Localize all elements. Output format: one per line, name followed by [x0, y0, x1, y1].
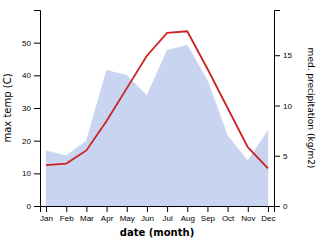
precip-area [46, 45, 268, 206]
tick-label: 30 [22, 104, 31, 113]
tick-label: Jun [141, 214, 154, 223]
tick-mark [274, 156, 280, 157]
tick: Mar [80, 206, 94, 223]
tick: May [120, 206, 135, 223]
axis-line [41, 207, 275, 213]
tick: Jul [162, 206, 172, 223]
tick-label: Apr [101, 214, 114, 223]
tick-mark [107, 206, 108, 212]
tick-mark [127, 206, 128, 212]
tick: Apr [101, 206, 114, 223]
tick-label: 50 [22, 39, 31, 48]
tick: 15 [274, 51, 292, 60]
tick-label: 10 [22, 169, 31, 178]
tick-mark [66, 206, 67, 212]
tick-label: Feb [60, 214, 74, 223]
y2-axis-title: med. precipitation (kg/m2) [306, 48, 316, 169]
y2-axis: 0 5 10 15 [274, 11, 292, 212]
tick-label: 20 [22, 137, 31, 146]
tick: 0 [274, 202, 288, 211]
tick-label: 0 [283, 202, 288, 211]
tick: Feb [60, 206, 74, 223]
temp-line [46, 31, 268, 168]
tick-mark [207, 206, 208, 212]
tick-label: Nov [241, 214, 255, 223]
marks [46, 31, 268, 206]
tick-mark [34, 141, 40, 142]
tick-mark [34, 173, 40, 174]
tick-label: 0 [27, 202, 32, 211]
tick-label: 15 [283, 51, 292, 60]
tick-mark [147, 206, 148, 212]
tick-label: Mar [80, 214, 94, 223]
y-axis: 0 10 20 30 40 50 [22, 11, 40, 212]
tick: Nov [241, 206, 255, 223]
tick: 10 [22, 169, 40, 178]
tick: Oct [222, 206, 235, 223]
tick: Jan [40, 206, 53, 223]
tick: 20 [22, 137, 40, 146]
tick: 5 [274, 152, 288, 161]
chart: Jan Feb Mar Apr May Jun Jul Aug Sep Oct Nov Dec 0 10 2… [0, 0, 318, 242]
tick-mark [86, 206, 87, 212]
y-axis-title: max temp (C) [2, 73, 13, 142]
tick: 40 [22, 71, 40, 80]
tick-label: Aug [181, 214, 195, 223]
tick-mark [167, 206, 168, 212]
tick-label: 40 [22, 71, 31, 80]
tick-mark [187, 206, 188, 212]
tick-mark [34, 43, 40, 44]
tick-mark [274, 105, 280, 106]
tick: Dec [261, 206, 275, 223]
tick-label: 5 [283, 152, 288, 161]
tick-mark [248, 206, 249, 212]
tick-label: May [120, 214, 135, 223]
tick: Sep [201, 206, 216, 223]
tick-mark [268, 206, 269, 212]
tick-label: 10 [283, 102, 292, 111]
chart-container: Jan Feb Mar Apr May Jun Jul Aug Sep Oct Nov Dec 0 10 2… [0, 0, 318, 242]
tick-mark [228, 206, 229, 212]
tick-mark [274, 206, 280, 207]
tick: 0 [27, 202, 40, 211]
tick: 30 [22, 104, 40, 113]
plot-area: Jan Feb Mar Apr May Jun Jul Aug Sep Oct Nov Dec 0 10 2… [22, 11, 292, 223]
tick-mark [34, 75, 40, 76]
tick-mark [274, 55, 280, 56]
tick-mark [34, 108, 40, 109]
tick-label: Jul [162, 214, 172, 223]
tick: 10 [274, 102, 292, 111]
tick-label: Dec [261, 214, 275, 223]
axis-line [275, 11, 281, 207]
tick-label: Oct [222, 214, 235, 223]
tick: Jun [141, 206, 154, 223]
tick-label: Jan [40, 214, 53, 223]
x-axis-title: date (month) [120, 227, 194, 238]
axis-line [34, 11, 41, 207]
tick: Aug [181, 206, 195, 223]
tick-mark [34, 206, 40, 207]
tick-mark [46, 206, 47, 212]
x-axis: Jan Feb Mar Apr May Jun Jul Aug Sep Oct Nov Dec [40, 206, 275, 223]
tick: 50 [22, 39, 40, 48]
tick-label: Sep [201, 214, 216, 223]
